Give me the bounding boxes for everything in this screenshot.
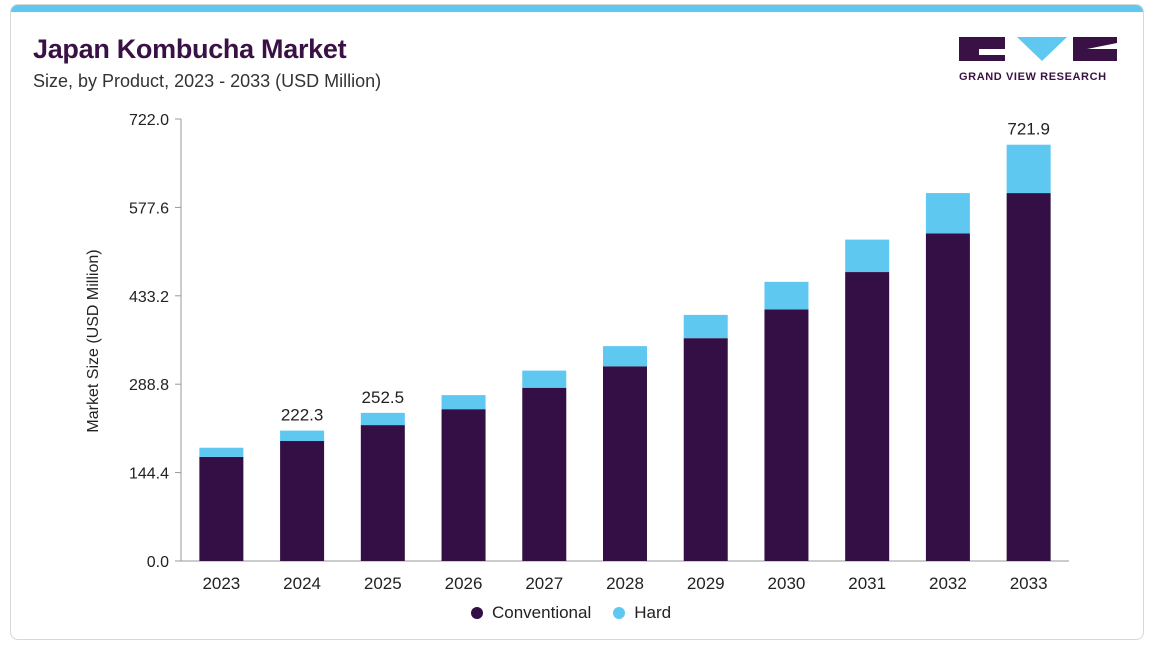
x-tick-label: 2031 — [848, 574, 886, 593]
bars-group — [199, 144, 1051, 561]
bar-conventional-2028 — [603, 366, 647, 561]
bar-hard-2023 — [199, 447, 244, 457]
chart-subtitle: Size, by Product, 2023 - 2033 (USD Milli… — [33, 71, 382, 91]
bar-conventional-2027 — [522, 387, 567, 561]
chart-card: Japan Kombucha Market Size, by Product, … — [10, 4, 1144, 640]
y-tick-label: 433.2 — [129, 289, 169, 306]
legend: Conventional Hard — [471, 601, 693, 625]
y-tick-label: 288.8 — [129, 377, 169, 394]
bar-conventional-2032 — [925, 233, 970, 561]
bar-hard-2029 — [683, 314, 728, 339]
legend-swatch-conventional — [471, 607, 483, 619]
x-tick-label: 2033 — [1010, 574, 1048, 593]
bar-hard-2027 — [522, 370, 567, 388]
y-tick-label: 577.6 — [129, 200, 169, 217]
y-tick-label: 0.0 — [147, 554, 169, 571]
y-tick-label: 144.4 — [129, 466, 169, 483]
bar-conventional-2030 — [764, 309, 809, 561]
x-tick-label: 2023 — [202, 574, 240, 593]
data-labels-group: 222.3 252.5 721.9 — [281, 120, 1050, 425]
y-tick-label: 722.0 — [129, 112, 169, 129]
x-tick-label: 2029 — [687, 574, 725, 593]
legend-item-hard: Hard — [613, 603, 671, 623]
bar-conventional-2026 — [441, 409, 486, 561]
bar-hard-2028 — [603, 346, 647, 367]
accent-bar — [11, 5, 1143, 12]
x-tick-label: 2027 — [525, 574, 563, 593]
gvr-logo-mark-icon — [959, 37, 1117, 61]
bar-conventional-2029 — [683, 338, 728, 561]
x-tick-label: 2024 — [283, 574, 321, 593]
data-label-2033: 721.9 — [1007, 120, 1050, 139]
bar-hard-2026 — [441, 395, 486, 410]
bar-conventional-2031 — [845, 272, 890, 561]
bar-hard-2032 — [925, 193, 970, 234]
y-axis-label: Market Size (USD Million) — [85, 249, 102, 432]
bar-hard-2031 — [845, 239, 890, 273]
legend-label-hard: Hard — [634, 603, 672, 622]
data-label-2024: 222.3 — [281, 406, 324, 425]
bar-hard-2025 — [360, 412, 405, 426]
bar-conventional-2025 — [360, 425, 405, 561]
x-tick-label: 2030 — [768, 574, 806, 593]
x-axis: 2023 2024 2025 2026 2027 2028 2029 2030 2031 2032… — [181, 560, 1069, 593]
bar-conventional-2023 — [199, 456, 244, 561]
legend-item-conventional: Conventional — [471, 603, 591, 623]
x-tick-label: 2028 — [606, 574, 644, 593]
legend-label-conventional: Conventional — [492, 603, 592, 622]
x-tick-label: 2026 — [445, 574, 483, 593]
bar-conventional-2033 — [1006, 193, 1051, 561]
y-axis: 0.0 144.4 288.8 433.2 577.6 722.0 — [129, 112, 182, 571]
bar-hard-2024 — [280, 430, 325, 442]
bar-conventional-2024 — [280, 441, 325, 561]
grand-view-research-logo: GRAND VIEW RESEARCH — [959, 35, 1119, 87]
data-label-2025: 252.5 — [362, 388, 405, 407]
legend-swatch-hard — [613, 607, 626, 619]
bar-hard-2030 — [764, 281, 809, 310]
x-tick-label: 2025 — [364, 574, 402, 593]
logo-text: GRAND VIEW RESEARCH — [959, 71, 1107, 83]
bar-hard-2033 — [1006, 144, 1051, 194]
x-tick-label: 2032 — [929, 574, 967, 593]
chart-title: Japan Kombucha Market — [33, 34, 347, 64]
